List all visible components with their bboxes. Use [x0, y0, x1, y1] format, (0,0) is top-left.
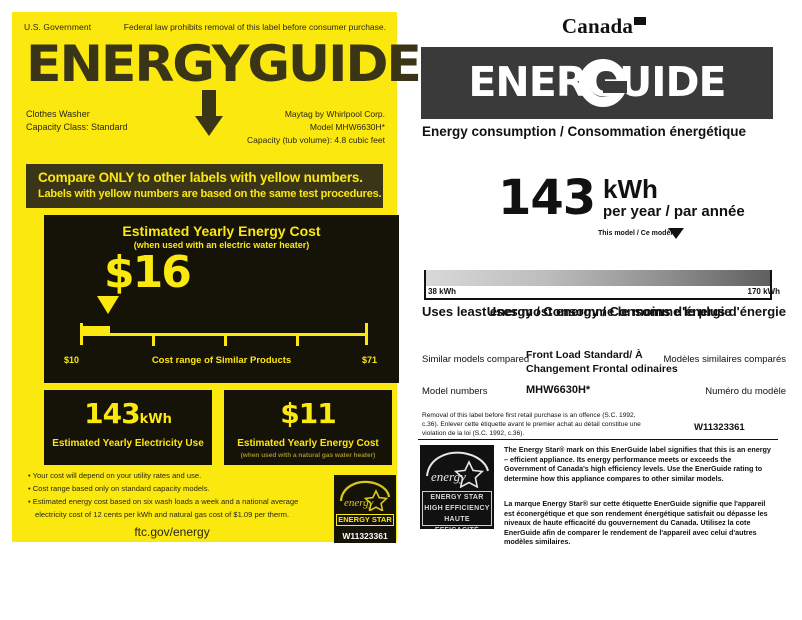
- energy-star-swoosh-icon: energy: [426, 451, 489, 488]
- scale-low-label: $10: [64, 355, 80, 365]
- scale-marker-triangle: [97, 296, 120, 314]
- model-numbers-label-en: Model numbers: [422, 386, 488, 397]
- gas-cost-caption: Estimated Yearly Energy Cost: [237, 438, 379, 449]
- uses-least-energy-label: Uses least energy / Consomme le moins d'…: [422, 304, 732, 319]
- canada-energuide-label: Canada ENERGUIDE Energy consumption / Co…: [418, 14, 790, 547]
- yearly-electricity-use-box: 143kWh Estimated Yearly Electricity Use: [44, 390, 212, 465]
- energy-star-swoosh-icon: energy: [339, 480, 391, 511]
- footnote-item: • Cost range based only on standard capa…: [28, 484, 210, 494]
- energy-star-band-2: HIGH EFFICIENCY: [424, 505, 490, 512]
- energy-star-band-label: ENERGY STAR: [336, 514, 394, 526]
- divider: [418, 439, 778, 440]
- scale-high-label: $71: [361, 355, 377, 365]
- compare-line-2: Labels with yellow numbers are based on …: [38, 188, 382, 200]
- yearly-gas-cost-box: $11 Estimated Yearly Energy Cost (when u…: [224, 390, 392, 465]
- federal-law-notice: Federal law prohibits removal of this la…: [123, 22, 386, 32]
- footnote-item: • Estimated energy cost based on six was…: [28, 497, 299, 507]
- energy-star-description-fr: La marque Energy Star® sur cette étiquet…: [504, 499, 768, 547]
- scale-tick: [296, 336, 299, 346]
- gradient-bar-frame: [424, 270, 772, 300]
- svg-text:energy: energy: [431, 469, 466, 484]
- footnote-item: • Your cost will depend on your utility …: [28, 471, 202, 480]
- energy-star-band-3: HAUTE EFFICACITÉ: [435, 516, 479, 529]
- gradient-low-label: 38 kWh: [428, 287, 457, 296]
- canada-wordmark: Canada: [418, 14, 790, 39]
- energy-consumption-gradient-bar: [424, 270, 772, 286]
- energy-star-logo-canada: energy ENERGY STAR HIGH EFFICIENCY HAUTE…: [420, 445, 494, 529]
- removal-notice: Removal of this label before first retai…: [422, 412, 641, 437]
- energy-star-description-en: The Energy Star® mark on this EnerGuide …: [504, 445, 771, 483]
- energy-consumption-subtitle: Energy consumption / Consommation énergé…: [422, 124, 747, 139]
- capacity-class: Capacity Class: Standard: [26, 122, 128, 132]
- gas-cost-subcaption: (when used with a natural gas water heat…: [240, 452, 376, 459]
- this-model-marker-icon: [668, 228, 684, 239]
- cost-box-title: Estimated Yearly Energy Cost: [122, 223, 321, 239]
- tub-capacity: Capacity (tub volume): 4.8 cubic feet: [247, 135, 385, 145]
- energy-star-band-1: ENERGY STAR: [430, 494, 484, 501]
- us-energyguide-label: U.S. Government Federal law prohibits re…: [12, 12, 422, 543]
- model-numbers-label-fr: Numéro du modèle: [705, 386, 786, 397]
- us-serial-number: W11323361: [342, 531, 388, 541]
- footnote-item: electricity cost of 12 cents per kWh and…: [35, 510, 290, 520]
- energyguide-wordmark: ENERGYGUIDE: [26, 35, 422, 93]
- energuide-g-notch-icon: [603, 81, 627, 93]
- estimated-yearly-cost-box: Estimated Yearly Energy Cost (when used …: [44, 215, 399, 383]
- scale-fill: [82, 326, 111, 336]
- canada-flag-icon: [634, 17, 647, 25]
- uses-most-energy-label: Uses most energy / Consomme le plus d'én…: [486, 304, 786, 319]
- cost-range-scale: [80, 296, 368, 346]
- scale-caption: Cost range of Similar Products: [151, 355, 292, 366]
- us-footnotes: • Your cost will depend on your utility …: [28, 470, 338, 522]
- us-manufacturer-info: Maytag by Whirlpool Corp. Model MHW6630H…: [247, 108, 385, 147]
- brand-name: Maytag by Whirlpool Corp.: [284, 109, 385, 119]
- gradient-high-label: 170 kWh: [747, 287, 780, 296]
- scale-tick: [224, 336, 227, 346]
- this-model-label: This model / Ce modèle: [598, 230, 677, 237]
- us-label-header: U.S. Government Federal law prohibits re…: [24, 22, 386, 36]
- kwh-rating-row: 143 kWh per year / par année This model …: [418, 174, 790, 244]
- similar-models-label-fr: Modèles similaires comparés: [663, 354, 786, 365]
- energy-star-logo-us: energy ENERGY STAR W11323361: [334, 475, 396, 543]
- model-number: Model MHW6630H*: [309, 122, 385, 132]
- svg-text:energy: energy: [344, 497, 374, 509]
- energy-star-bands: ENERGY STAR HIGH EFFICIENCY HAUTE EFFICA…: [422, 491, 492, 529]
- estimated-yearly-cost-value: $16: [104, 247, 192, 298]
- similar-models-value: Front Load Standard/ À Changement Fronta…: [526, 349, 678, 375]
- electricity-use-caption: Estimated Yearly Electricity Use: [52, 438, 204, 449]
- similar-models-label-en: Similar models compared: [422, 354, 530, 365]
- cost-box-subtitle: (when used with an electric water heater…: [133, 240, 310, 250]
- compare-line-1: Compare ONLY to other labels with yellow…: [38, 170, 363, 185]
- scale-cap-right: [365, 323, 368, 345]
- kwh-unit: kWh: [603, 174, 658, 204]
- model-numbers-value: MHW6630H*: [526, 384, 591, 396]
- energuide-wordmark-bar: ENERGUIDE: [421, 47, 773, 119]
- kwh-value: 143: [498, 170, 596, 226]
- scale-axis: [80, 333, 368, 336]
- electricity-use-unit: kWh: [139, 412, 172, 427]
- compare-notice-box: Compare ONLY to other labels with yellow…: [26, 164, 383, 208]
- canada-serial-number: W11323361: [694, 422, 745, 433]
- us-product-info: Clothes Washer Capacity Class: Standard: [26, 108, 128, 134]
- scale-tick: [152, 336, 155, 346]
- scale-cap-left: [80, 323, 83, 345]
- us-government-text: U.S. Government: [24, 22, 92, 32]
- electricity-use-value: 143kWh: [84, 397, 172, 430]
- kwh-per-year: per year / par année: [603, 203, 745, 220]
- gas-cost-value: $11: [280, 397, 336, 430]
- ftc-url[interactable]: ftc.gov/energy: [134, 525, 210, 539]
- product-type: Clothes Washer: [26, 109, 90, 119]
